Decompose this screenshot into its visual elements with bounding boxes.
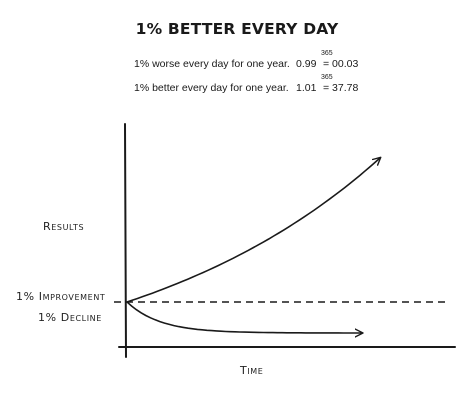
series-decline-curve	[126, 301, 362, 333]
equation-worse-label: 1% worse every day for one year.	[134, 58, 290, 70]
improvement-label: 1% Improvement	[16, 290, 106, 303]
equation-worse-base: 0.99	[296, 58, 317, 70]
y-axis-label: Results	[43, 220, 85, 233]
x-axis-label: Time	[240, 364, 264, 377]
equation-better-result: = 37.78	[323, 82, 359, 94]
equation-worse-result: = 00.03	[323, 58, 359, 70]
equation-better-label: 1% better every day for one year.	[134, 82, 289, 94]
equation-worse-exponent: 365	[321, 50, 333, 57]
equation-better-base: 1.01	[296, 82, 317, 94]
equation-better-exponent: 365	[321, 74, 333, 81]
chart-title: 1% BETTER EVERY DAY	[135, 20, 339, 38]
decline-label: 1% Decline	[38, 311, 102, 324]
series-improvement-curve	[126, 158, 380, 303]
y-axis	[124, 123, 127, 358]
